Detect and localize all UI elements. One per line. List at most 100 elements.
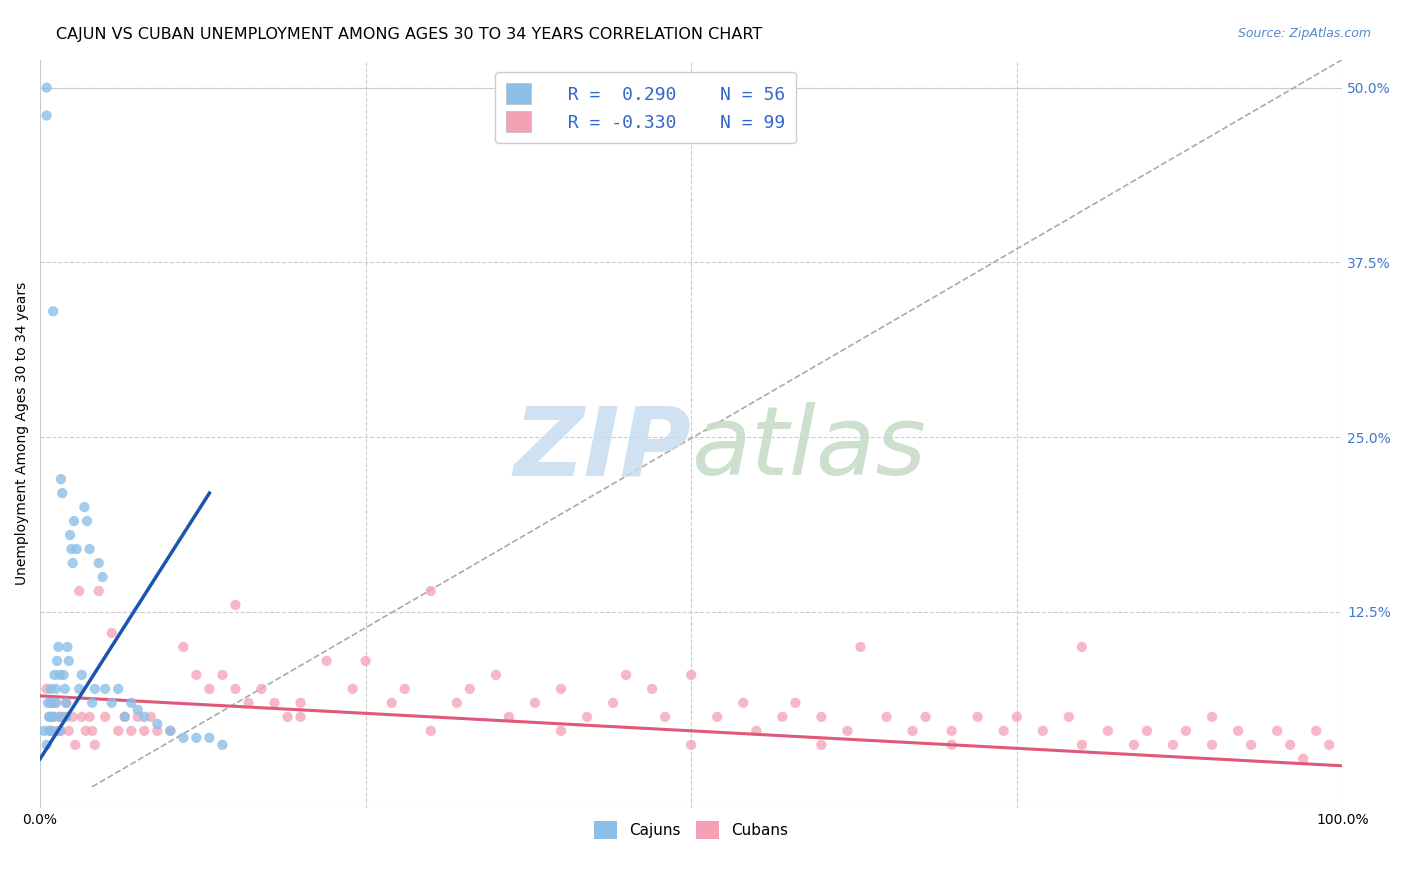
Point	[1032, 723, 1054, 738]
Point	[41, 710, 63, 724]
Point	[55, 696, 77, 710]
Point	[63, 514, 86, 528]
Point	[1240, 738, 1263, 752]
Point	[67, 681, 90, 696]
Point	[114, 710, 136, 724]
Point	[186, 668, 208, 682]
Point	[1161, 738, 1184, 752]
Point	[498, 710, 520, 724]
Point	[134, 723, 156, 738]
Point	[70, 668, 93, 682]
Point	[1175, 723, 1198, 738]
Point	[38, 710, 60, 724]
Point	[42, 710, 65, 724]
Point	[120, 696, 142, 710]
Point	[35, 681, 58, 696]
Point	[65, 738, 87, 752]
Point	[1317, 738, 1340, 752]
Point	[139, 710, 162, 724]
Point	[67, 584, 90, 599]
Point	[523, 696, 546, 710]
Point	[706, 710, 728, 724]
Point	[82, 696, 104, 710]
Point	[46, 723, 69, 738]
Point	[76, 514, 98, 528]
Point	[485, 668, 508, 682]
Point	[1292, 752, 1315, 766]
Point	[172, 731, 194, 745]
Point	[134, 710, 156, 724]
Point	[55, 710, 77, 724]
Point	[681, 668, 703, 682]
Point	[159, 723, 181, 738]
Point	[250, 681, 273, 696]
Point	[1122, 738, 1144, 752]
Point	[114, 710, 136, 724]
Point	[35, 738, 58, 752]
Point	[35, 80, 58, 95]
Point	[198, 681, 221, 696]
Point	[849, 640, 872, 654]
Point	[45, 681, 67, 696]
Point	[198, 731, 221, 745]
Point	[39, 723, 62, 738]
Point	[51, 486, 73, 500]
Point	[1305, 723, 1327, 738]
Point	[1227, 723, 1250, 738]
Point	[62, 710, 84, 724]
Point	[146, 723, 169, 738]
Point	[550, 681, 572, 696]
Point	[55, 696, 77, 710]
Text: Source: ZipAtlas.com: Source: ZipAtlas.com	[1237, 27, 1371, 40]
Point	[614, 668, 637, 682]
Point	[79, 710, 101, 724]
Point	[733, 696, 755, 710]
Point	[46, 640, 69, 654]
Point	[107, 681, 129, 696]
Text: atlas: atlas	[692, 402, 927, 495]
Y-axis label: Unemployment Among Ages 30 to 34 years: Unemployment Among Ages 30 to 34 years	[15, 282, 30, 585]
Point	[681, 738, 703, 752]
Point	[82, 723, 104, 738]
Point	[79, 542, 101, 557]
Point	[49, 723, 72, 738]
Point	[83, 681, 105, 696]
Point	[75, 723, 97, 738]
Text: CAJUN VS CUBAN UNEMPLOYMENT AMONG AGES 30 TO 34 YEARS CORRELATION CHART: CAJUN VS CUBAN UNEMPLOYMENT AMONG AGES 3…	[56, 27, 762, 42]
Point	[35, 109, 58, 123]
Point	[419, 584, 441, 599]
Point	[127, 710, 149, 724]
Point	[70, 710, 93, 724]
Point	[1136, 723, 1159, 738]
Point	[1005, 710, 1028, 724]
Point	[83, 738, 105, 752]
Point	[419, 723, 441, 738]
Point	[1201, 738, 1223, 752]
Point	[576, 710, 599, 724]
Point	[44, 668, 66, 682]
Point	[100, 626, 122, 640]
Point	[59, 528, 82, 542]
Point	[810, 738, 832, 752]
Point	[654, 710, 676, 724]
Point	[60, 542, 83, 557]
Point	[172, 640, 194, 654]
Point	[94, 710, 117, 724]
Point	[876, 710, 898, 724]
Point	[1070, 738, 1092, 752]
Point	[48, 668, 70, 682]
Legend: Cajuns, Cubans: Cajuns, Cubans	[588, 815, 794, 845]
Point	[42, 304, 65, 318]
Point	[100, 696, 122, 710]
Point	[186, 731, 208, 745]
Point	[810, 710, 832, 724]
Point	[42, 710, 65, 724]
Point	[65, 542, 87, 557]
Point	[107, 723, 129, 738]
Point	[73, 500, 96, 514]
Point	[966, 710, 988, 724]
Point	[211, 738, 233, 752]
Point	[837, 723, 859, 738]
Point	[315, 654, 337, 668]
Point	[58, 654, 80, 668]
